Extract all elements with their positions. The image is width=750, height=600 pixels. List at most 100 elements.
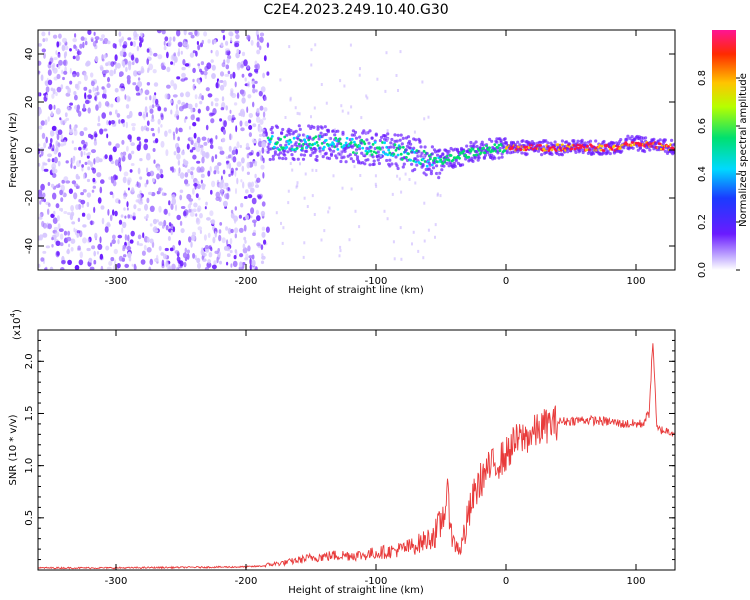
- noise-dot: [262, 172, 265, 179]
- noise-dot: [103, 54, 107, 59]
- noise-dot: [130, 230, 135, 237]
- noise-dot: [119, 40, 122, 47]
- noise-dot: [78, 259, 84, 266]
- noise-dot: [180, 78, 186, 82]
- ridge-halo: [638, 146, 643, 150]
- ridge-halo: [326, 130, 330, 134]
- noise-dot: [49, 142, 52, 148]
- noise-dot: [39, 213, 42, 218]
- noise-dot: [50, 138, 53, 144]
- ridge-halo: [663, 138, 668, 142]
- noise-dot: [197, 197, 201, 201]
- ridge-halo: [296, 157, 300, 161]
- noise-dot: [70, 205, 74, 212]
- ridge-halo: [271, 157, 275, 161]
- ridge-halo: [333, 133, 337, 137]
- noise-dot: [92, 177, 96, 183]
- noise-dot: [197, 205, 202, 212]
- noise-dot: [116, 62, 121, 69]
- sparse-noise: [381, 148, 384, 152]
- x-tick-label: 0: [503, 276, 509, 287]
- noise-dot: [234, 81, 237, 88]
- noise-dot: [179, 194, 183, 201]
- noise-dot: [150, 127, 155, 132]
- noise-dot: [109, 214, 113, 222]
- noise-dot: [260, 210, 266, 217]
- noise-dot: [184, 179, 189, 185]
- ridge-halo: [395, 164, 399, 168]
- noise-dot: [152, 94, 157, 101]
- noise-dot: [38, 143, 41, 147]
- noise-dot: [250, 187, 255, 194]
- ridge-halo: [357, 159, 361, 163]
- ridge-core: [314, 135, 318, 139]
- noise-dot: [71, 140, 74, 144]
- noise-dot: [53, 104, 56, 110]
- ridge-core: [268, 140, 272, 144]
- ridge-halo: [299, 139, 303, 143]
- noise-dot: [183, 261, 187, 268]
- ridge-halo: [289, 129, 293, 133]
- y-tick-label: -20: [24, 190, 35, 206]
- noise-dot: [178, 167, 181, 174]
- noise-dot: [185, 116, 188, 120]
- noise-dot: [127, 234, 130, 242]
- noise-dot: [218, 80, 221, 84]
- ridge-halo: [320, 134, 324, 139]
- noise-dot: [122, 151, 127, 156]
- noise-dot: [45, 86, 50, 93]
- noise-dot: [256, 49, 261, 55]
- noise-dot: [101, 34, 105, 39]
- noise-dot: [231, 149, 236, 155]
- ridge-halo: [398, 138, 402, 142]
- sparse-noise: [340, 153, 343, 157]
- noise-dot: [108, 156, 113, 162]
- ridge-halo: [339, 159, 343, 164]
- noise-dot: [208, 252, 213, 258]
- noise-dot: [263, 239, 267, 245]
- noise-dot: [215, 191, 221, 198]
- ridge-halo: [290, 153, 294, 157]
- noise-dot: [132, 82, 137, 86]
- y-tick-label: -40: [24, 238, 35, 254]
- noise-dot: [176, 30, 181, 37]
- noise-dot: [189, 52, 195, 58]
- noise-dot: [39, 200, 42, 205]
- noise-dot: [80, 199, 86, 205]
- sparse-noise: [359, 67, 361, 71]
- noise-dot: [122, 44, 127, 49]
- noise-dot: [84, 161, 88, 166]
- ridge-core: [386, 153, 390, 157]
- sparse-noise: [374, 174, 377, 178]
- noise-dot: [87, 152, 91, 156]
- ridge-core: [344, 141, 348, 145]
- noise-dot: [175, 204, 177, 212]
- noise-dot: [262, 72, 265, 79]
- noise-dot: [91, 167, 95, 171]
- noise-dot: [176, 146, 181, 154]
- noise-dot: [168, 200, 171, 206]
- noise-dot: [218, 182, 224, 189]
- noise-dot: [221, 96, 225, 102]
- noise-dot: [241, 51, 246, 57]
- noise-dot: [164, 247, 169, 252]
- noise-dot: [219, 118, 223, 122]
- ridge-halo: [454, 159, 458, 163]
- ridge-halo: [316, 127, 320, 131]
- noise-dot: [233, 255, 237, 260]
- ridge-halo: [424, 173, 428, 177]
- ridge-core: [324, 138, 328, 142]
- noise-dot: [197, 226, 203, 231]
- noise-dot: [209, 166, 212, 173]
- noise-dot: [127, 134, 132, 140]
- noise-dot: [139, 190, 142, 195]
- noise-dot: [194, 255, 197, 261]
- noise-dot: [220, 188, 223, 196]
- noise-dot: [52, 217, 58, 224]
- sparse-noise: [365, 131, 368, 135]
- ridge-halo: [525, 152, 529, 156]
- noise-dot: [123, 171, 129, 177]
- noise-dot: [170, 109, 173, 115]
- noise-dot: [245, 214, 249, 220]
- noise-dot: [176, 266, 179, 270]
